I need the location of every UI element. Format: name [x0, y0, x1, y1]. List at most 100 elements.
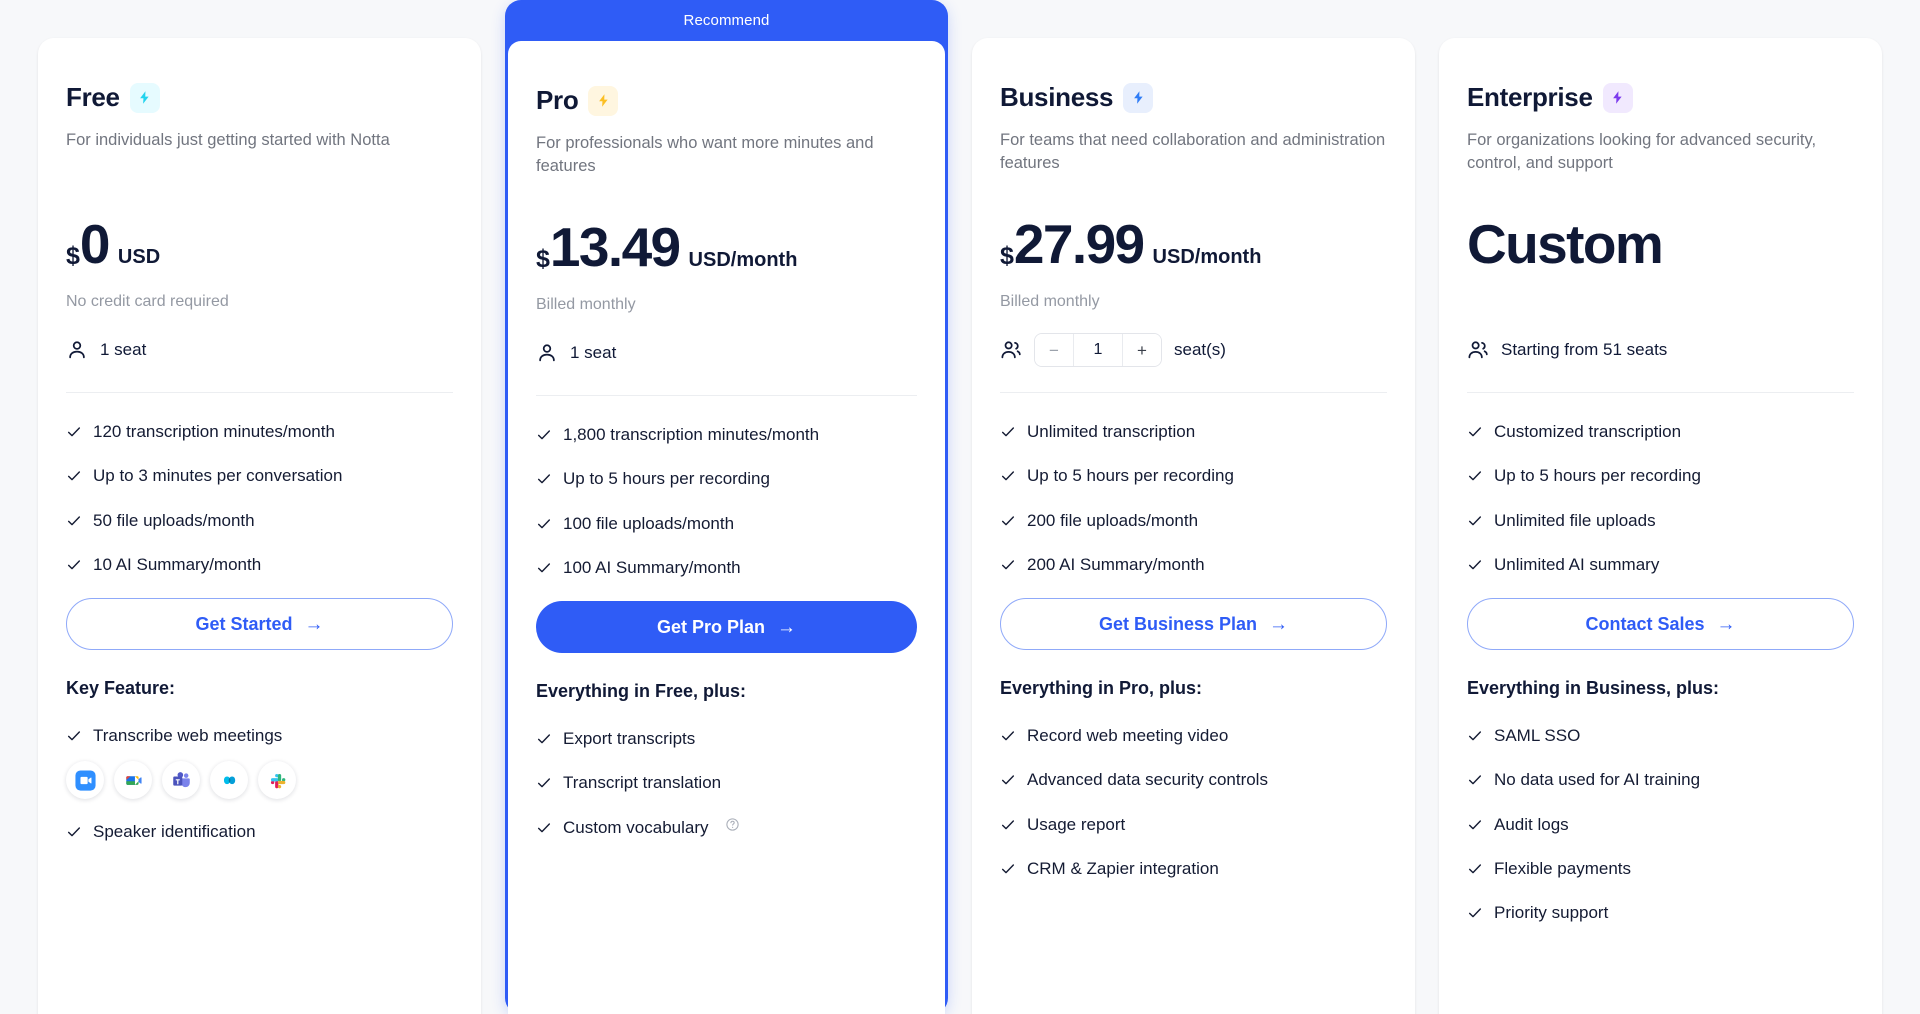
- cta-label: Get Pro Plan: [656, 616, 766, 637]
- plan-card-pro: Recommend Pro For professionals who want…: [505, 0, 948, 1014]
- feature-label: 200 AI Summary/month: [1027, 554, 1205, 574]
- feature-item: Up to 5 hours per recording: [1467, 465, 1854, 486]
- billing-note: No credit card required: [66, 293, 229, 310]
- plan-name: Pro: [536, 85, 579, 115]
- price-currency: $: [536, 245, 550, 273]
- feature-label: Transcript translation: [563, 773, 722, 793]
- plan-cta-button[interactable]: Get Started →: [66, 598, 453, 650]
- plan-cta-button[interactable]: Get Business Plan →: [1000, 598, 1387, 650]
- price-period: USD/month: [1152, 246, 1262, 268]
- check-icon: [1467, 861, 1483, 877]
- feature-item: Transcript translation: [536, 772, 917, 793]
- feature-label: 50 file uploads/month: [93, 510, 255, 530]
- divider: [1000, 392, 1387, 393]
- feature-item: Flexible payments: [1467, 858, 1854, 879]
- extra-section-title: Everything in Pro, plus:: [1000, 678, 1203, 698]
- core-feature-list: 120 transcription minutes/month Up to 3 …: [66, 421, 453, 575]
- check-icon: [536, 820, 552, 836]
- price-period: USD/month: [688, 249, 798, 271]
- seat-selector: − 1 + seat(s): [1000, 332, 1387, 368]
- feature-item: Up to 5 hours per recording: [1000, 465, 1387, 486]
- plan-card-enterprise: Enterprise For organizations looking for…: [1439, 0, 1882, 1014]
- check-icon: [1000, 513, 1016, 529]
- plan-price: $ 27.99 USD/month: [1000, 217, 1387, 277]
- feature-label: CRM & Zapier integration: [1027, 858, 1219, 878]
- google-meet-icon[interactable]: [114, 761, 152, 800]
- slack-icon[interactable]: [258, 761, 296, 800]
- extra-feature-list: Record web meeting video Advanced data s…: [1000, 725, 1387, 879]
- check-icon: [1000, 728, 1016, 744]
- billing-note: Billed monthly: [536, 296, 636, 313]
- quantity-stepper[interactable]: − 1 +: [1034, 333, 1162, 367]
- feature-label: Flexible payments: [1494, 858, 1632, 878]
- integration-icons: [66, 761, 453, 800]
- core-feature-list: Customized transcription Up to 5 hours p…: [1467, 421, 1854, 575]
- feature-item: No data used for AI training: [1467, 769, 1854, 790]
- feature-label: Priority support: [1494, 903, 1609, 922]
- check-icon: [1000, 861, 1016, 877]
- feature-item: Customized transcription: [1467, 421, 1854, 442]
- plan-cta-button[interactable]: Contact Sales →: [1467, 598, 1854, 650]
- plan-name: Business: [1000, 82, 1114, 112]
- check-icon: [1000, 772, 1016, 788]
- seat-label: 1 seat: [570, 343, 617, 362]
- feature-label: 100 AI Summary/month: [563, 557, 741, 577]
- price-currency: $: [66, 242, 80, 270]
- feature-label: Up to 5 hours per recording: [1494, 466, 1701, 486]
- seat-suffix-label: seat(s): [1174, 340, 1226, 359]
- person-icon: [536, 342, 558, 364]
- billing-note: [1467, 293, 1854, 314]
- feature-group: Transcribe web meetings: [66, 725, 453, 800]
- check-icon: [536, 731, 552, 747]
- cta-label: Get Started: [195, 613, 293, 634]
- check-icon: [66, 513, 82, 529]
- plan-name: Free: [66, 82, 120, 112]
- seat-count-value[interactable]: 1: [1073, 334, 1123, 366]
- feature-label: Up to 5 hours per recording: [563, 469, 770, 489]
- feature-item: Unlimited file uploads: [1467, 510, 1854, 531]
- extra-feature-list: SAML SSO No data used for AI training Au…: [1467, 725, 1854, 923]
- microsoft-teams-icon[interactable]: [162, 761, 200, 800]
- seat-decrement-button[interactable]: −: [1035, 334, 1073, 366]
- feature-label: Custom vocabulary: [563, 817, 709, 837]
- price-amount: 27.99: [1013, 213, 1145, 275]
- feature-label: Unlimited AI summary: [1494, 554, 1660, 574]
- feature-group: Usage report: [1000, 814, 1387, 835]
- plan-name: Enterprise: [1467, 82, 1593, 112]
- people-icon: [1467, 339, 1489, 361]
- feature-group: SAML SSO: [1467, 725, 1854, 746]
- feature-item: Audit logs: [1467, 814, 1854, 835]
- plan-card-body: Pro For professionals who want more minu…: [508, 41, 945, 1014]
- feature-label: 100 file uploads/month: [563, 513, 735, 533]
- plan-header: Enterprise: [1467, 82, 1854, 113]
- feature-group: No data used for AI training: [1467, 769, 1854, 790]
- feature-item: Speaker identification: [66, 821, 453, 842]
- feature-item: Transcribe web meetings: [66, 725, 453, 746]
- check-icon: [66, 468, 82, 484]
- feature-label: Audit logs: [1494, 814, 1569, 834]
- plan-price: Custom: [1467, 217, 1854, 277]
- extra-feature-list: Transcribe web meetings Speaker identifi…: [66, 725, 453, 843]
- help-icon[interactable]: [725, 817, 740, 832]
- price-currency: $: [1000, 242, 1014, 270]
- check-icon: [536, 560, 552, 576]
- feature-group: Audit logs: [1467, 814, 1854, 835]
- seat-increment-button[interactable]: +: [1123, 334, 1161, 366]
- plan-card-body: Free For individuals just getting starte…: [38, 38, 481, 1014]
- zoom-icon[interactable]: [66, 761, 104, 800]
- check-icon: [1467, 772, 1483, 788]
- featured-card-shell: Recommend Pro For professionals who want…: [505, 0, 948, 1014]
- feature-item: Usage report: [1000, 814, 1387, 835]
- recommend-banner: Recommend: [683, 12, 770, 29]
- plan-cta-button[interactable]: Get Pro Plan →: [536, 601, 917, 653]
- check-icon: [1467, 817, 1483, 833]
- people-icon: [1000, 339, 1022, 361]
- plan-description: For individuals just getting started wit…: [66, 131, 390, 149]
- cta-label: Get Business Plan: [1098, 613, 1258, 634]
- price-period: USD: [117, 246, 161, 268]
- feature-item: 1,800 transcription minutes/month: [536, 424, 917, 445]
- webex-icon[interactable]: [210, 761, 248, 800]
- check-icon: [1467, 905, 1483, 921]
- plan-header: Free: [66, 82, 453, 113]
- check-icon: [1000, 468, 1016, 484]
